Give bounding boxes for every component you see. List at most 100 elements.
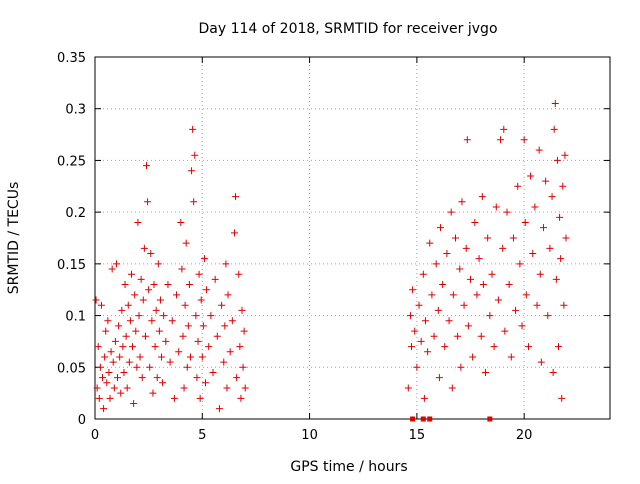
data-point: [445, 317, 453, 325]
data-point: [484, 234, 492, 242]
data-point: [95, 394, 103, 402]
data-point: [125, 358, 133, 366]
data-point: [121, 281, 129, 289]
data-point: [559, 182, 567, 190]
data-point: [404, 384, 412, 392]
data-point: [126, 317, 134, 325]
data-point: [203, 286, 211, 294]
data-point: [505, 281, 513, 289]
data-point: [93, 384, 101, 392]
data-point: [188, 167, 196, 175]
y-tick-label: 0.25: [57, 154, 86, 169]
data-point: [209, 368, 217, 376]
data-point: [92, 296, 100, 304]
data-point: [556, 213, 564, 221]
data-point: [552, 275, 560, 283]
data-point: [524, 343, 532, 351]
data-point: [449, 291, 457, 299]
data-point: [533, 301, 541, 309]
data-point: [537, 358, 545, 366]
data-point: [452, 234, 459, 242]
data-point: [221, 322, 229, 330]
data-point: [236, 343, 244, 351]
data-point: [550, 125, 558, 133]
data-point: [542, 177, 550, 185]
data-point: [194, 337, 202, 345]
data-point-square: [410, 416, 416, 422]
data-point: [548, 193, 556, 201]
data-point: [426, 239, 434, 247]
data-point: [180, 384, 188, 392]
data-point: [130, 399, 138, 407]
data-point: [499, 244, 507, 252]
data-point: [478, 193, 486, 201]
data-point: [127, 270, 135, 278]
data-point: [432, 260, 440, 268]
data-point: [122, 332, 130, 340]
data-point: [557, 255, 565, 263]
data-point: [430, 332, 438, 340]
data-point: [173, 291, 181, 299]
data-point: [463, 136, 471, 144]
data-point: [134, 218, 142, 226]
data-point: [123, 384, 131, 392]
data-point: [561, 151, 569, 159]
data-point: [224, 291, 232, 299]
data-point: [531, 203, 539, 211]
data-point: [434, 306, 442, 314]
data-point: [411, 327, 419, 335]
data-point: [467, 275, 475, 283]
data-point: [109, 358, 117, 366]
data-point: [417, 337, 425, 345]
data-point: [196, 394, 204, 402]
data-point: [145, 286, 153, 294]
data-point: [408, 343, 416, 351]
data-point: [135, 312, 143, 320]
data-point: [160, 312, 168, 320]
data-point: [239, 363, 247, 371]
data-point: [546, 244, 554, 252]
data-point: [518, 322, 526, 330]
data-point: [207, 312, 215, 320]
data-point: [193, 374, 201, 382]
x-tick-label: 5: [198, 428, 206, 443]
data-point: [200, 255, 208, 263]
data-point: [488, 270, 496, 278]
data-point: [114, 374, 122, 382]
data-point: [415, 301, 423, 309]
data-point: [184, 322, 192, 330]
data-point: [211, 275, 219, 283]
data-point: [218, 301, 226, 309]
data-point: [199, 322, 207, 330]
data-point: [154, 260, 162, 268]
data-point: [436, 224, 444, 232]
data-point: [228, 317, 236, 325]
data-point: [516, 260, 524, 268]
data-point: [492, 203, 500, 211]
data-point: [553, 156, 561, 164]
chart-title: Day 114 of 2018, SRMTID for receiver jvg…: [198, 21, 497, 37]
data-point: [143, 162, 150, 170]
data-point: [102, 327, 110, 335]
data-point: [94, 343, 102, 351]
data-point: [443, 250, 451, 258]
data-point-square: [420, 416, 426, 422]
data-point: [97, 301, 105, 309]
data-point: [520, 136, 528, 144]
data-point: [96, 363, 104, 371]
data-point: [522, 291, 530, 299]
data-point: [230, 229, 238, 237]
data-point: [182, 239, 190, 247]
data-point: [469, 353, 477, 361]
data-point: [164, 281, 172, 289]
data-point: [186, 353, 194, 361]
data-point: [158, 353, 166, 361]
data-point: [181, 301, 189, 309]
data-point: [152, 306, 160, 314]
data-point: [549, 368, 557, 376]
data-point: [406, 312, 414, 320]
data-point: [535, 146, 543, 154]
data-point: [202, 379, 210, 387]
data-point: [99, 374, 107, 382]
data-point: [477, 332, 485, 340]
